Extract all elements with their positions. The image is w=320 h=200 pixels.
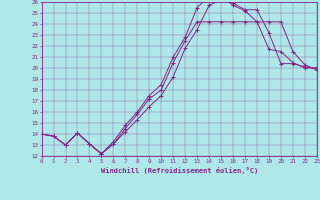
X-axis label: Windchill (Refroidissement éolien,°C): Windchill (Refroidissement éolien,°C) xyxy=(100,167,258,174)
